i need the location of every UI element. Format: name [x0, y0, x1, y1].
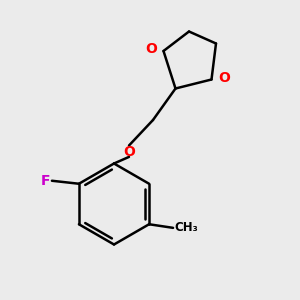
Text: O: O [123, 145, 135, 158]
Text: CH₃: CH₃ [175, 221, 198, 234]
Text: F: F [41, 174, 50, 188]
Text: O: O [218, 71, 230, 85]
Text: O: O [145, 43, 157, 56]
